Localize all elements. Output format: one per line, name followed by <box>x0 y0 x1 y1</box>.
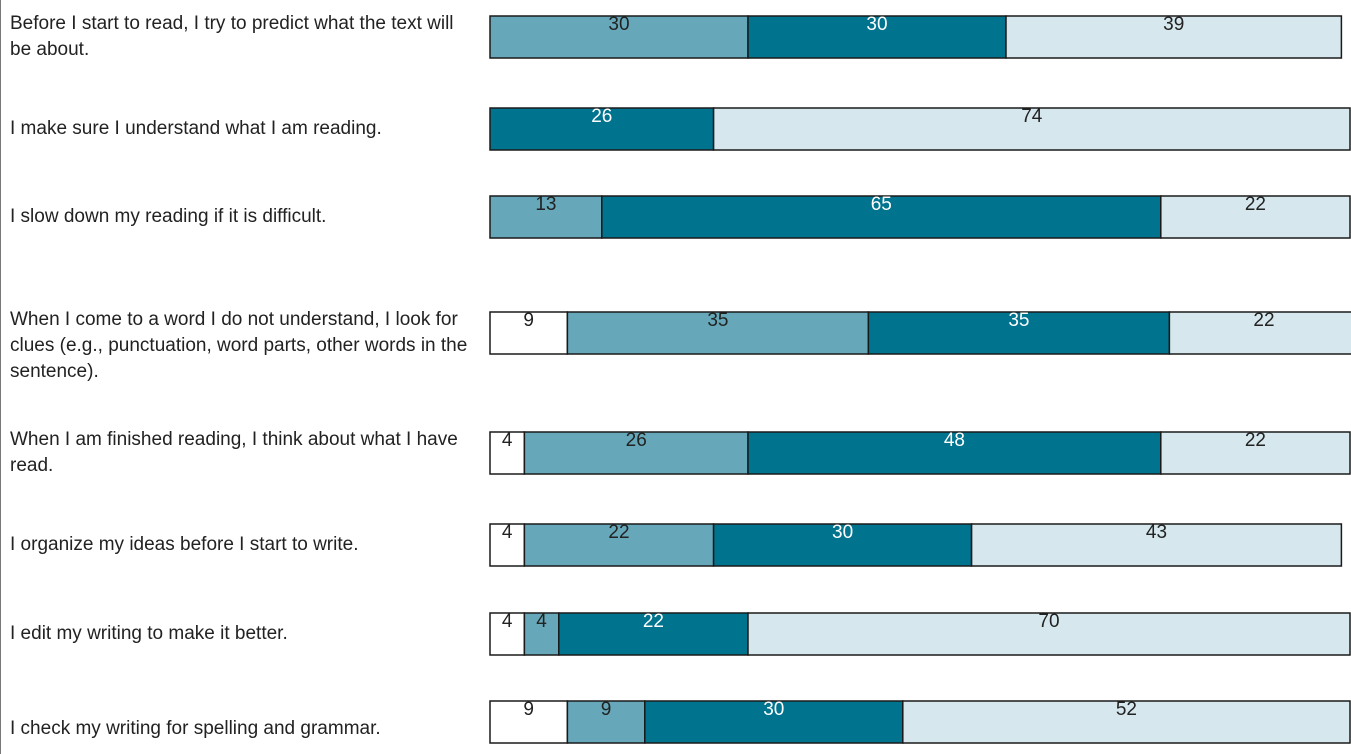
category-label: Before I start to read, I try to predict… <box>10 13 454 60</box>
data-label: 30 <box>866 14 887 35</box>
bar-segment <box>867 311 1171 355</box>
category-label: I organize my ideas before I start to wr… <box>10 534 359 555</box>
bar-segment <box>970 523 1343 567</box>
bar-segment <box>489 700 569 744</box>
data-label: 22 <box>1245 430 1266 451</box>
data-label: 4 <box>502 522 513 543</box>
bar-row: 4 26 48 22 <box>489 430 1351 475</box>
data-label: 43 <box>1146 522 1167 543</box>
data-label: 70 <box>1038 611 1059 632</box>
bar-segment <box>558 612 749 656</box>
data-label: 48 <box>944 430 965 451</box>
bar-segment <box>489 523 526 567</box>
bar-segment <box>489 311 569 355</box>
data-label: 22 <box>1245 194 1266 215</box>
data-label: 22 <box>643 611 664 632</box>
bar-row: 4 22 30 43 <box>489 522 1343 567</box>
category-label: I make sure I understand what I am readi… <box>10 118 382 139</box>
data-label: 26 <box>591 106 612 127</box>
data-label: 30 <box>832 522 853 543</box>
bar-segment <box>1168 311 1351 355</box>
bar-row: 13 65 22 <box>489 194 1351 239</box>
bar-row: 30 30 39 <box>489 14 1343 59</box>
bar-segment <box>489 195 603 239</box>
category-label: I slow down my reading if it is difficul… <box>10 206 327 227</box>
data-label: 30 <box>763 699 784 720</box>
category-label: I check my writing for spelling and gram… <box>10 718 381 739</box>
bar-segment <box>489 107 715 151</box>
data-label: 35 <box>707 310 728 331</box>
bar-segment <box>747 612 1351 656</box>
data-label: 4 <box>502 430 513 451</box>
bar-segment <box>601 195 1162 239</box>
bar-segment <box>489 15 749 59</box>
bar-segment <box>1005 15 1343 59</box>
data-label: 26 <box>626 430 647 451</box>
bar-segment <box>1160 431 1351 475</box>
bar-segment <box>489 612 526 656</box>
data-label: 4 <box>536 611 547 632</box>
bar-segment <box>1160 195 1351 239</box>
bar-segment <box>566 700 646 744</box>
data-label: 22 <box>608 522 629 543</box>
bar-row: 4 4 22 70 <box>489 611 1351 656</box>
data-label: 52 <box>1116 699 1137 720</box>
bar-row: 26 74 <box>489 106 1351 151</box>
data-label: 74 <box>1021 106 1043 127</box>
data-label: 35 <box>1008 310 1029 331</box>
category-label: I edit my writing to make it better. <box>10 623 288 644</box>
data-label: 9 <box>601 699 612 720</box>
data-label: 9 <box>523 310 534 331</box>
data-label: 13 <box>535 194 556 215</box>
data-label: 65 <box>871 194 892 215</box>
bar-segment <box>644 700 904 744</box>
bar-row: 9 9 30 52 <box>489 699 1351 744</box>
bar-segment <box>489 431 526 475</box>
data-label: 30 <box>608 14 629 35</box>
data-label: 4 <box>502 611 513 632</box>
bar-row: 9 35 35 22 <box>489 310 1351 355</box>
bar-segment <box>523 612 560 656</box>
bar-segment <box>712 523 973 567</box>
bar-segment <box>712 107 1351 151</box>
bar-segment <box>523 523 715 567</box>
data-label: 39 <box>1163 14 1184 35</box>
data-label: 22 <box>1253 310 1274 331</box>
bar-segment <box>566 311 870 355</box>
category-label: When I come to a word I do not understan… <box>10 309 468 382</box>
bar-segment <box>523 431 749 475</box>
category-label: When I am finished reading, I think abou… <box>10 429 458 476</box>
data-label: 9 <box>523 699 534 720</box>
bar-segment <box>902 700 1351 744</box>
bar-segment <box>747 15 1007 59</box>
